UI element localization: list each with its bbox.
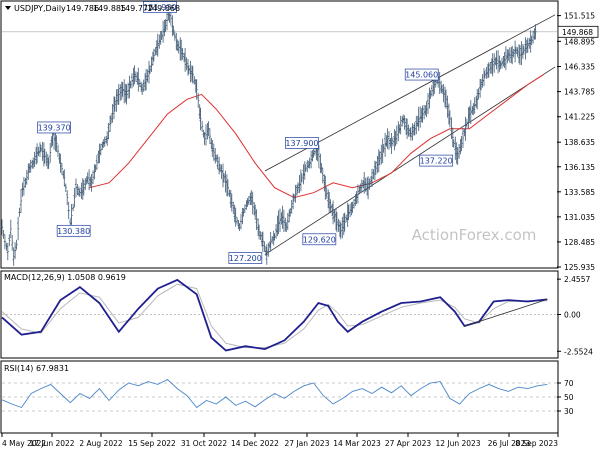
xtick-label: 14 Mar 2023 bbox=[333, 439, 381, 448]
macd-trend-line bbox=[465, 299, 548, 327]
swing-label-box bbox=[228, 252, 263, 264]
swing-label: 137.220 bbox=[420, 157, 453, 166]
rsi-header: RSI(14) 67.9831 bbox=[4, 364, 69, 373]
xtick-label: 27 Jan 2023 bbox=[285, 439, 330, 448]
swing-label-box bbox=[37, 121, 71, 134]
macd-layer: 2.4557 0.00 -2.5524 bbox=[1, 275, 593, 356]
rsi-ytick-label: 50 bbox=[564, 393, 574, 402]
swing-label: 130.380 bbox=[57, 227, 90, 236]
price-ytick-label: 128.485 bbox=[564, 238, 595, 247]
swing-label: 137.900 bbox=[285, 139, 318, 148]
rsi-ytick-label: 70 bbox=[564, 379, 574, 388]
xtick-label: 12 Jun 2023 bbox=[435, 439, 480, 448]
xtick-label: 31 Oct 2022 bbox=[181, 439, 228, 448]
macd-ytick-label: -2.5524 bbox=[564, 347, 593, 356]
macd-header: MACD(12,26,9) 1.0508 0.9619 bbox=[4, 273, 126, 282]
price-panel bbox=[0, 0, 559, 269]
price-ytick-label: 151.515 bbox=[564, 12, 595, 21]
price-ytick-label: 143.785 bbox=[564, 88, 595, 97]
rsi-ytick-label: 30 bbox=[564, 407, 574, 416]
macd-ytick-label: 0.00 bbox=[564, 311, 581, 320]
moving-average-line bbox=[89, 74, 544, 199]
swing-label-box bbox=[143, 1, 177, 13]
xtick-label: 27 Apr 2023 bbox=[385, 439, 432, 448]
high-value: 149.885 bbox=[93, 4, 126, 13]
current-price-label: 149.868 bbox=[562, 28, 593, 37]
xtick-label: 15 Sep 2022 bbox=[128, 439, 176, 448]
swing-label-box bbox=[419, 154, 454, 167]
price-ytick-label: 148.895 bbox=[564, 37, 595, 46]
watermark: ActionForex.com bbox=[412, 226, 537, 244]
swing-label: 151.930 bbox=[143, 3, 176, 12]
xtick-label: 14 Dec 2022 bbox=[231, 439, 279, 448]
price-ytick-label: 146.335 bbox=[564, 63, 595, 72]
price-ytick-label: 125.935 bbox=[564, 263, 595, 272]
swing-label: 127.200 bbox=[229, 254, 262, 263]
open-value: 149.786 bbox=[66, 4, 99, 13]
low-value: 149.777 bbox=[120, 4, 153, 13]
channel-line bbox=[264, 66, 556, 255]
price-ytick-label: 138.635 bbox=[564, 138, 595, 147]
macd-signal-line bbox=[1, 283, 548, 349]
macd-line bbox=[1, 278, 548, 352]
dropdown-arrow-icon bbox=[5, 6, 11, 10]
price-layer: 151.515 148.895 146.335 143.785 141.225 138.6… bbox=[0, 0, 599, 272]
swing-label-box bbox=[302, 233, 337, 246]
xtick-label: 17 Jun 2022 bbox=[29, 439, 74, 448]
swing-label-box bbox=[285, 137, 319, 149]
price-series bbox=[0, 0, 537, 266]
price-ytick-label: 136.135 bbox=[564, 163, 595, 172]
price-ytick-label: 131.035 bbox=[564, 213, 595, 222]
price-ytick-label: 141.225 bbox=[564, 113, 595, 122]
price-ytick-label: 133.585 bbox=[564, 188, 595, 197]
xtick-label: 26 Jul 2023 bbox=[488, 439, 531, 448]
swing-label: 129.620 bbox=[303, 235, 336, 244]
price-header: USDJPY,Daily 149.786 149.885 149.777 149… bbox=[5, 4, 180, 13]
close-value: 149.868 bbox=[147, 4, 180, 13]
current-price-badge bbox=[557, 25, 599, 38]
macd-ytick-label: 2.4557 bbox=[564, 275, 590, 284]
xtick-label: 8 Sep 2023 bbox=[515, 439, 558, 448]
swing-label-box bbox=[56, 224, 91, 237]
rsi-line bbox=[1, 378, 548, 409]
swing-label-box bbox=[404, 68, 439, 81]
swing-label: 139.370 bbox=[38, 123, 71, 132]
swing-label: 145.060 bbox=[405, 71, 438, 80]
xtick-label: 4 May 2022 bbox=[2, 439, 46, 448]
rsi-layer: 70 50 30 bbox=[1, 378, 574, 416]
symbol-label: USDJPY,Daily bbox=[14, 4, 66, 13]
xtick-label: 2 Aug 2022 bbox=[79, 439, 122, 448]
